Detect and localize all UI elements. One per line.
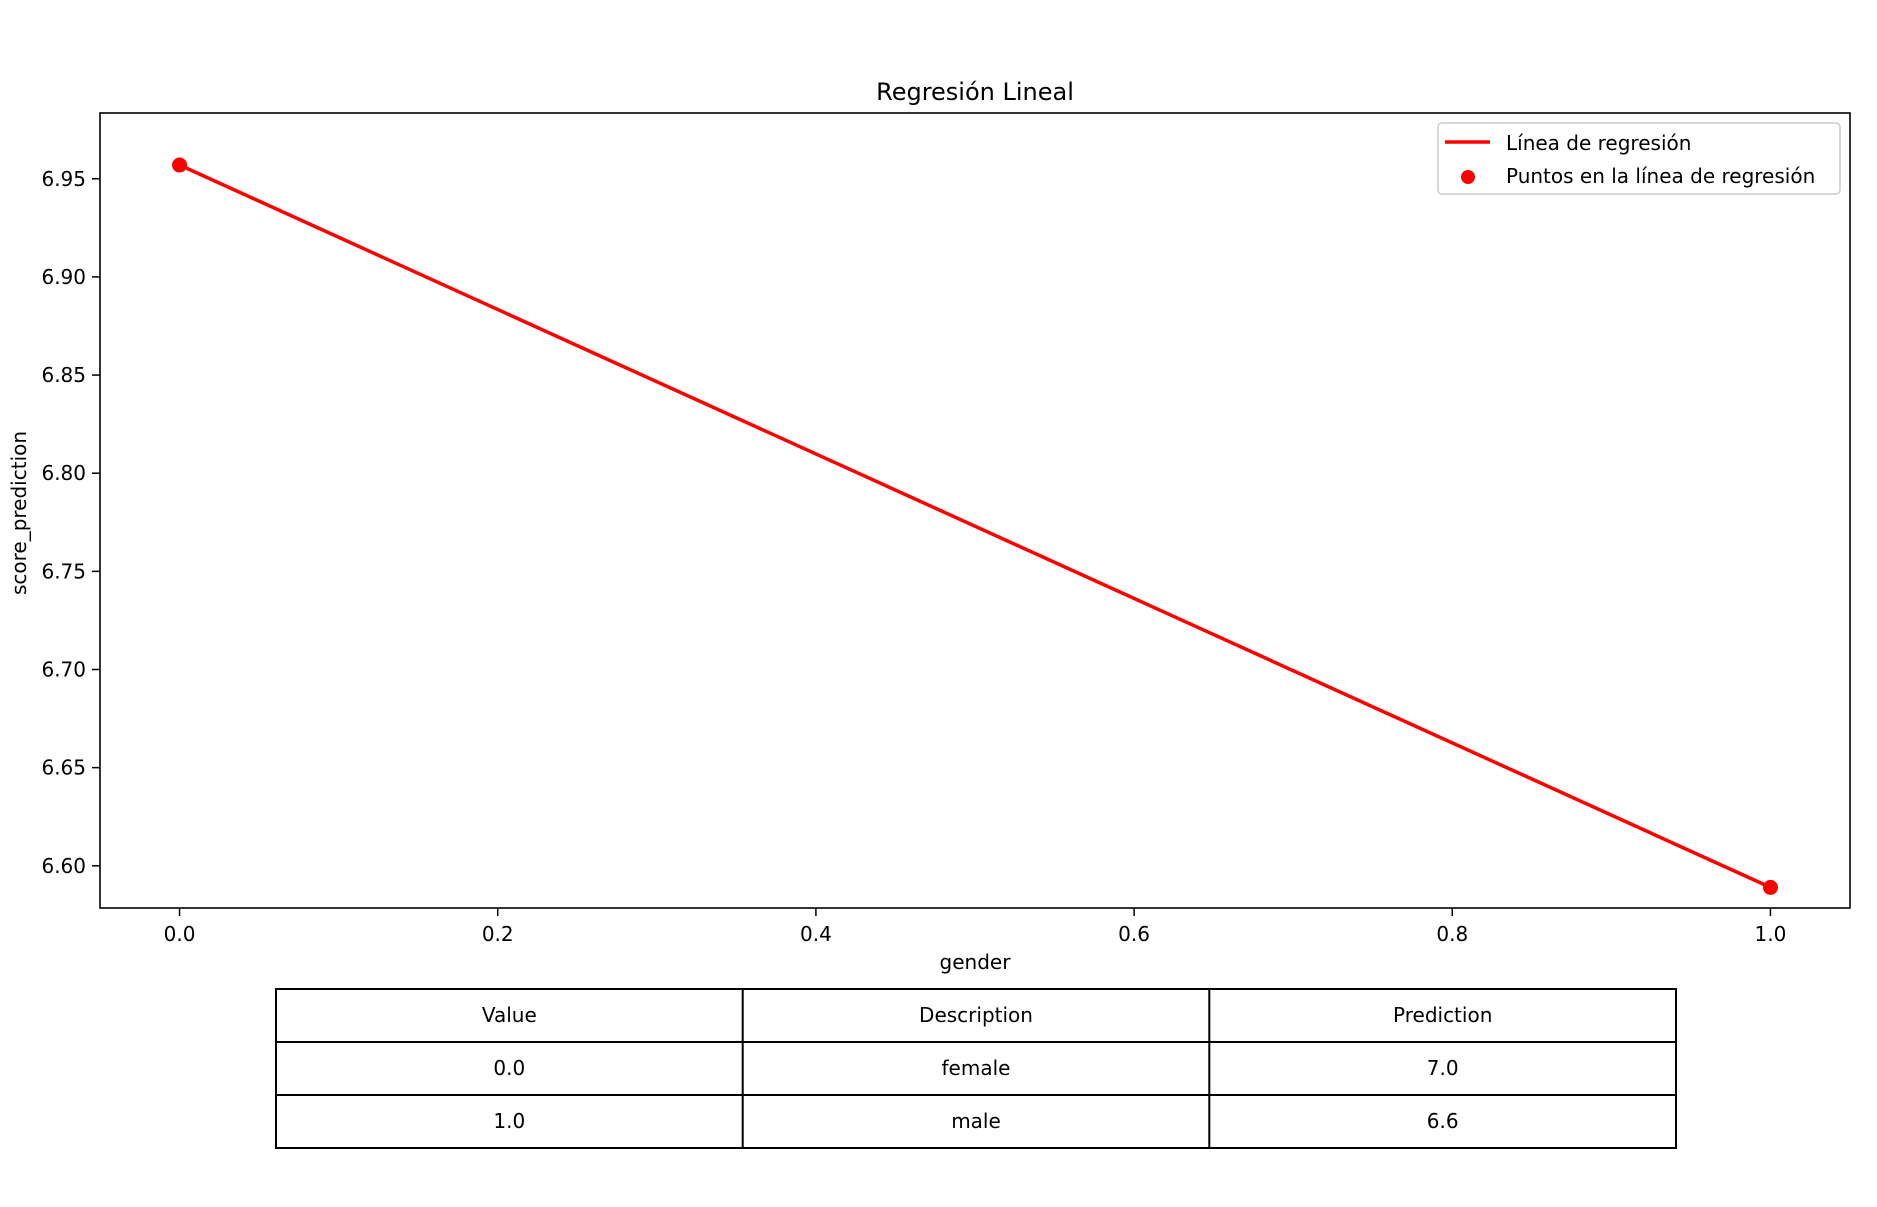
regression-point: [1762, 879, 1778, 895]
plot-frame: [99, 112, 1851, 909]
legend-label-points: Puntos en la línea de regresión: [1506, 164, 1815, 188]
x-axis-label: gender: [940, 950, 1012, 974]
x-tick-label: 0.0: [164, 922, 196, 946]
regression-point: [172, 157, 188, 173]
y-tick-label: 6.65: [41, 756, 86, 780]
y-tick-label: 6.95: [41, 167, 86, 191]
x-tick-label: 0.2: [482, 922, 514, 946]
y-tick-label: 6.90: [41, 265, 86, 289]
table-cell: 1.0: [493, 1109, 525, 1133]
table-cell: 6.6: [1427, 1109, 1459, 1133]
x-tick-label: 0.4: [800, 922, 832, 946]
table-header-cell: Value: [482, 1003, 537, 1027]
plot-content: [172, 157, 1778, 895]
table-cell: female: [942, 1056, 1011, 1080]
regression-line: [178, 163, 1772, 889]
table-header-cell: Prediction: [1393, 1003, 1492, 1027]
x-tick-label: 0.6: [1118, 922, 1150, 946]
legend-box: [1437, 122, 1841, 195]
y-axis-label: score_prediction: [7, 431, 31, 595]
chart-title: Regresión Lineal: [876, 78, 1074, 106]
y-tick-label: 6.60: [41, 854, 86, 878]
table-cell: male: [951, 1109, 1001, 1133]
table-cell: 7.0: [1427, 1056, 1459, 1080]
x-tick-label: 1.0: [1755, 922, 1787, 946]
legend-label-line: Línea de regresión: [1506, 131, 1691, 155]
y-tick-label: 6.80: [41, 461, 86, 485]
x-axis-ticks: 0.0 0.2 0.4 0.6 0.8 1.0: [164, 908, 1787, 946]
y-axis-ticks: 6.60 6.65 6.70 6.75 6.80 6.85 6.90 6.95: [41, 167, 100, 878]
legend: Línea de regresión Puntos en la línea de…: [1437, 122, 1841, 195]
table-border: [275, 988, 1677, 1149]
table-cell: 0.0: [493, 1056, 525, 1080]
data-table: Value Description Prediction 0.0 female …: [275, 988, 1677, 1149]
legend-point-swatch: [1461, 170, 1475, 184]
y-tick-label: 6.75: [41, 559, 86, 583]
y-tick-label: 6.85: [41, 363, 86, 387]
table-header-cell: Description: [919, 1003, 1033, 1027]
y-tick-label: 6.70: [41, 658, 86, 682]
x-tick-label: 0.8: [1436, 922, 1468, 946]
